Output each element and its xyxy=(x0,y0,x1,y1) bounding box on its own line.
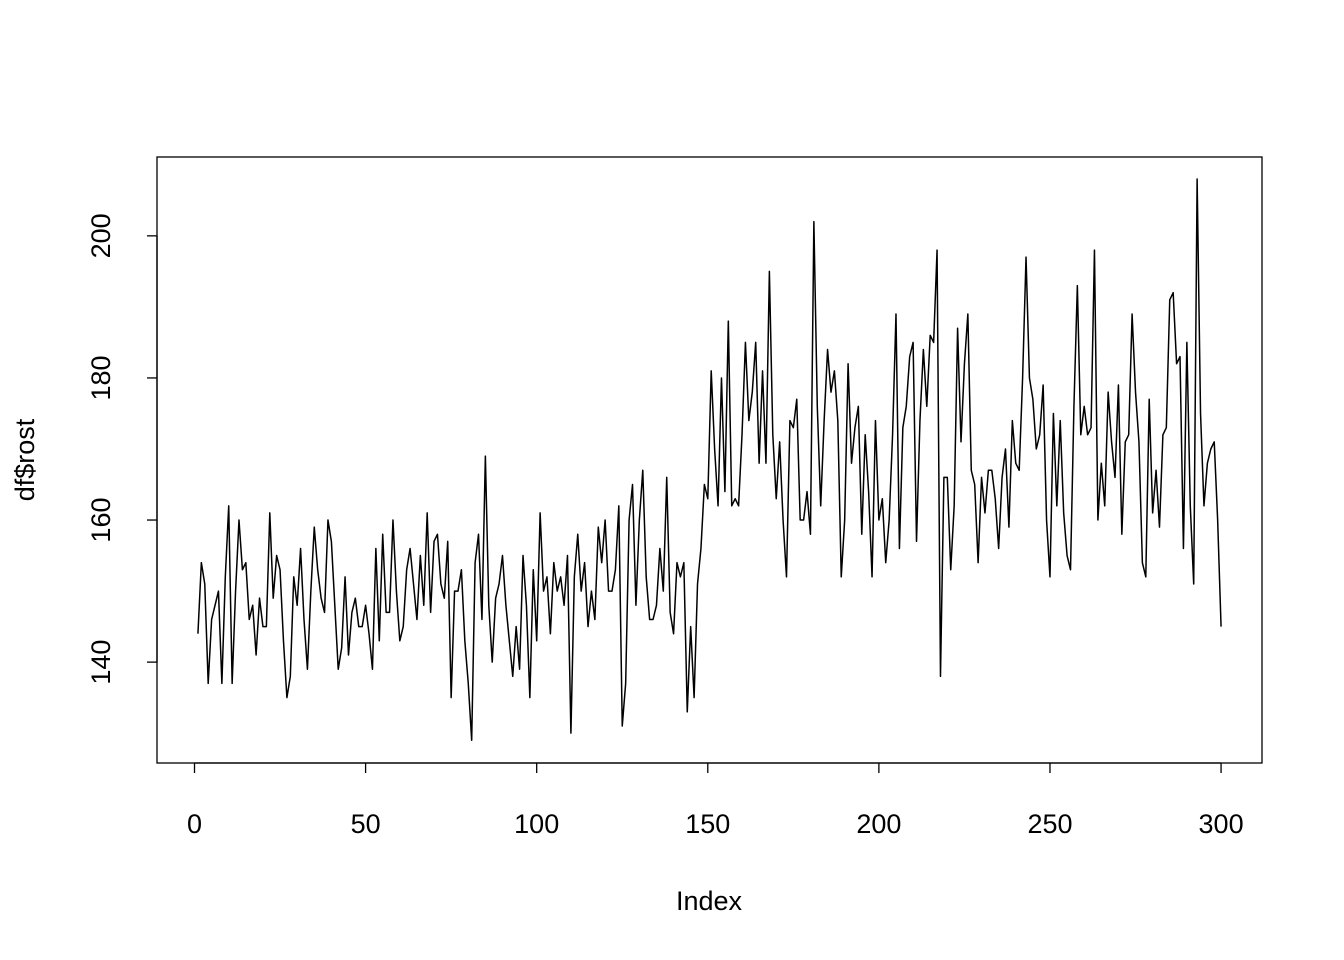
x-tick-label: 50 xyxy=(351,809,381,839)
y-axis-label: df$rost xyxy=(10,418,40,501)
x-axis-label: Index xyxy=(676,886,743,916)
data-line xyxy=(197,178,1222,742)
y-tick-label: 160 xyxy=(86,498,116,543)
x-tick-label: 300 xyxy=(1199,809,1244,839)
y-tick-label: 200 xyxy=(86,213,116,258)
x-tick-label: 100 xyxy=(514,809,559,839)
x-tick-label: 150 xyxy=(685,809,730,839)
y-tick-label: 180 xyxy=(86,355,116,400)
x-tick-label: 0 xyxy=(187,809,202,839)
y-tick-label: 140 xyxy=(86,640,116,685)
x-tick-label: 250 xyxy=(1027,809,1072,839)
x-tick-label: 200 xyxy=(856,809,901,839)
